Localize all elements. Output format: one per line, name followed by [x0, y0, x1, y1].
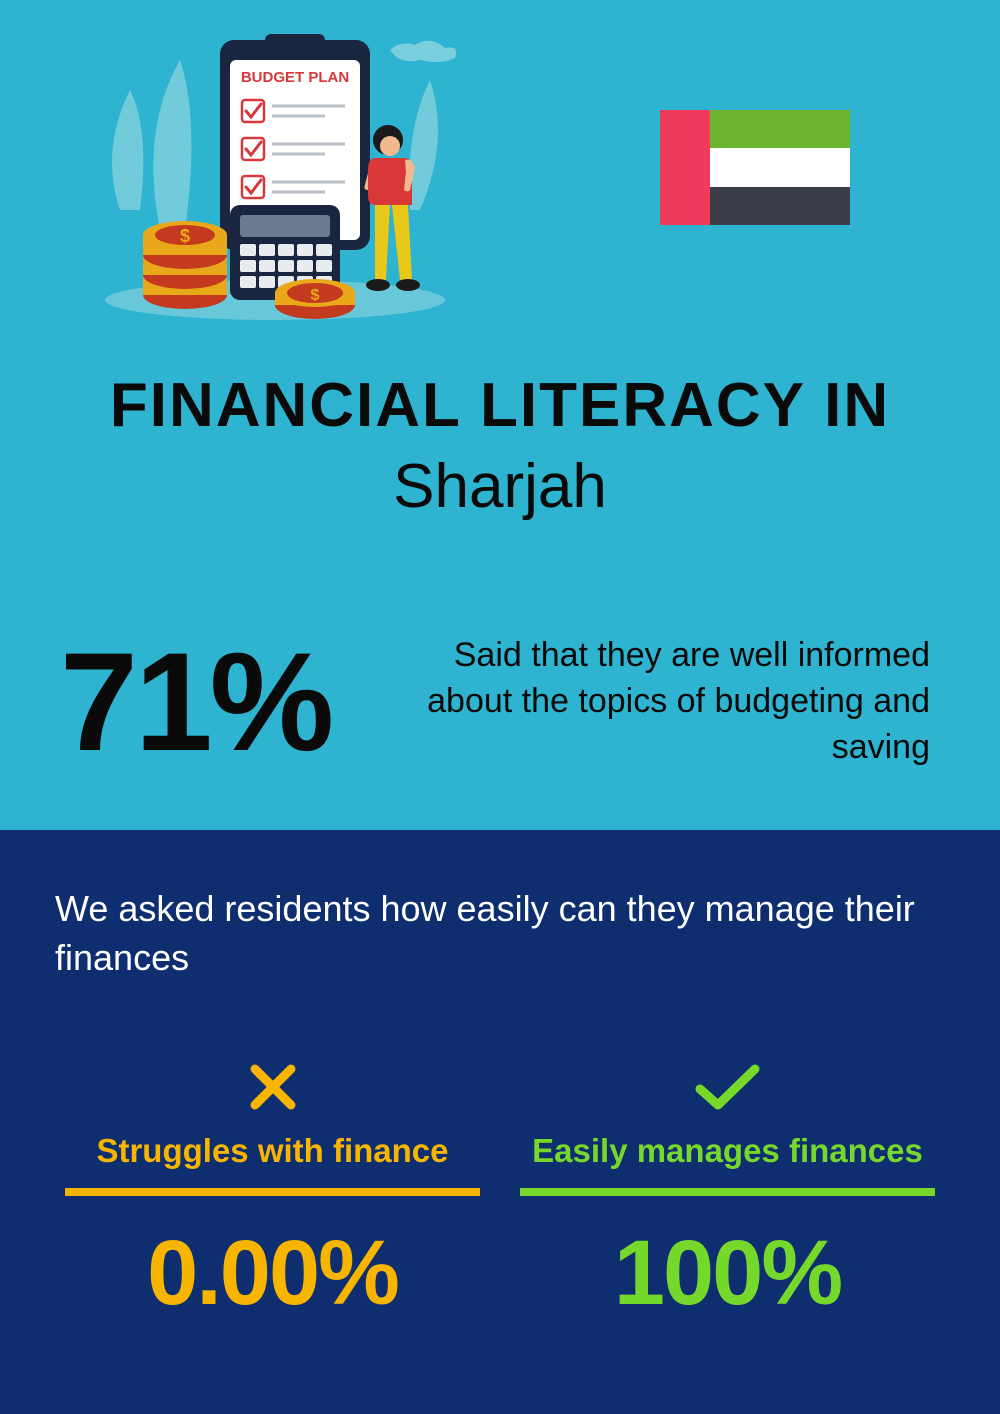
bottom-section: We asked residents how easily can they m…	[0, 830, 1000, 1414]
easy-label: Easily manages finances	[510, 1132, 945, 1170]
answers-row: Struggles with finance 0.00% Easily mana…	[55, 1052, 945, 1326]
survey-question: We asked residents how easily can they m…	[55, 885, 945, 982]
budget-plan-illustration: BUDGET PLAN	[90, 30, 460, 325]
struggles-label: Struggles with finance	[55, 1132, 490, 1170]
top-section: BUDGET PLAN	[0, 0, 1000, 830]
divider	[520, 1188, 935, 1196]
main-stat-percent: 71%	[60, 632, 331, 772]
page-title: FINANCIAL LITERACY IN Sharjah	[50, 370, 950, 522]
answer-easy: Easily manages finances 100%	[510, 1052, 945, 1326]
struggles-value: 0.00%	[55, 1221, 490, 1326]
check-icon	[510, 1052, 945, 1122]
main-stat-description: Said that they are well informed about t…	[381, 633, 940, 771]
title-line2: Sharjah	[50, 451, 950, 522]
clipboard-label: BUDGET PLAN	[241, 69, 349, 86]
main-stat: 71% Said that they are well informed abo…	[50, 632, 950, 772]
svg-text:$: $	[180, 226, 190, 246]
divider	[65, 1188, 480, 1196]
x-icon	[55, 1052, 490, 1122]
uae-flag-icon	[660, 110, 850, 225]
easy-value: 100%	[510, 1221, 945, 1326]
answer-struggles: Struggles with finance 0.00%	[55, 1052, 490, 1326]
illustration-area: BUDGET PLAN	[50, 30, 950, 320]
title-line1: FINANCIAL LITERACY IN	[50, 370, 950, 441]
svg-text:$: $	[311, 287, 320, 304]
